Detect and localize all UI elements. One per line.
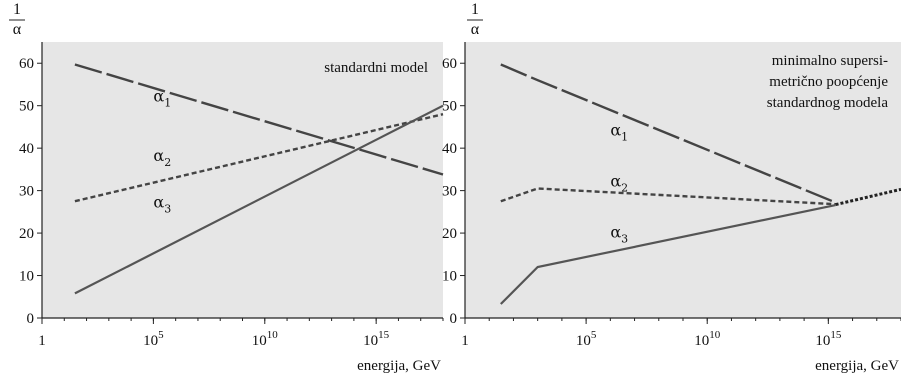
x-tick-base: 10 bbox=[576, 333, 591, 349]
x-tick-exponent: 5 bbox=[158, 329, 164, 341]
x-tick-label: 1015 bbox=[363, 329, 390, 349]
x-axis-title: energija, GeV bbox=[815, 358, 899, 374]
x-tick-base: 10 bbox=[143, 333, 158, 349]
plot-area bbox=[465, 42, 901, 318]
chart-note: metrično poopćenje bbox=[769, 74, 888, 90]
x-axis-title: energija, GeV bbox=[357, 358, 441, 374]
series-line-unified bbox=[835, 187, 901, 207]
series-label-subscript: 1 bbox=[621, 130, 628, 143]
x-tick-base: 10 bbox=[363, 333, 378, 349]
x-tick-label: 1015 bbox=[815, 329, 842, 349]
series-label-symbol: α bbox=[610, 120, 621, 139]
series-label-subscript: 1 bbox=[164, 96, 171, 109]
plot-area bbox=[42, 42, 443, 318]
y-tick-label: 0 bbox=[27, 311, 35, 327]
y-tick-label: 30 bbox=[19, 184, 34, 200]
y-label-numerator: 1 bbox=[471, 1, 479, 18]
y-label-numerator: 1 bbox=[13, 1, 21, 18]
x-tick-exponent: 10 bbox=[267, 329, 279, 341]
x-tick-label: 1010 bbox=[694, 329, 721, 349]
x-tick-base: 10 bbox=[815, 333, 830, 349]
series-label-alpha-1: α1 bbox=[610, 120, 628, 143]
y-label-denominator: α bbox=[13, 21, 22, 38]
y-label-denominator: α bbox=[471, 21, 480, 38]
y-tick-label: 20 bbox=[19, 226, 34, 242]
x-tick-label: 1 bbox=[461, 333, 469, 349]
x-tick-label: 1010 bbox=[252, 329, 279, 349]
series-label-subscript: 2 bbox=[621, 181, 628, 194]
series-label-alpha-2: α2 bbox=[153, 146, 171, 169]
chart-note: standardnog modela bbox=[767, 95, 889, 111]
series-label-subscript: 3 bbox=[621, 232, 628, 245]
x-tick-base: 10 bbox=[252, 333, 267, 349]
y-tick-label: 10 bbox=[19, 269, 34, 285]
x-tick-base: 1 bbox=[38, 333, 46, 349]
y-tick-label: 30 bbox=[442, 184, 457, 200]
series-label-alpha-2: α2 bbox=[610, 171, 628, 194]
x-tick-exponent: 10 bbox=[709, 329, 721, 341]
x-tick-exponent: 5 bbox=[591, 329, 597, 341]
x-tick-exponent: 15 bbox=[830, 329, 842, 341]
y-tick-label: 20 bbox=[442, 226, 457, 242]
series-label-symbol: α bbox=[610, 222, 621, 241]
series-label-symbol: α bbox=[153, 86, 164, 105]
series-label-alpha-3: α3 bbox=[153, 193, 171, 216]
y-tick-label: 50 bbox=[442, 99, 457, 115]
y-tick-label: 10 bbox=[442, 269, 457, 285]
x-tick-base: 1 bbox=[461, 333, 469, 349]
y-tick-label: 60 bbox=[442, 56, 457, 72]
series-label-subscript: 2 bbox=[164, 156, 171, 169]
y-tick-label: 60 bbox=[19, 56, 34, 72]
y-tick-label: 40 bbox=[442, 141, 457, 157]
series-label-alpha-1: α1 bbox=[153, 86, 171, 109]
y-tick-label: 40 bbox=[19, 141, 34, 157]
x-tick-label: 1 bbox=[38, 333, 46, 349]
chart-note: minimalno supersi- bbox=[772, 53, 888, 69]
series-label-symbol: α bbox=[610, 171, 621, 190]
series-line-alpha-2 bbox=[74, 113, 444, 203]
y-tick-label: 50 bbox=[19, 99, 34, 115]
x-tick-exponent: 15 bbox=[378, 329, 390, 341]
x-tick-label: 105 bbox=[143, 329, 164, 349]
chart-note: standardni model bbox=[324, 60, 428, 76]
series-line-alpha-1 bbox=[500, 63, 837, 204]
series-label-subscript: 3 bbox=[164, 203, 171, 216]
series-line-alpha-3 bbox=[500, 204, 836, 305]
series-label-alpha-3: α3 bbox=[610, 222, 628, 245]
x-tick-base: 10 bbox=[694, 333, 709, 349]
series-line-alpha-3 bbox=[74, 104, 444, 295]
x-tick-label: 105 bbox=[576, 329, 597, 349]
series-label-symbol: α bbox=[153, 193, 164, 212]
y-tick-label: 0 bbox=[450, 311, 458, 327]
series-label-symbol: α bbox=[153, 146, 164, 165]
series-line-alpha-1 bbox=[74, 63, 444, 176]
